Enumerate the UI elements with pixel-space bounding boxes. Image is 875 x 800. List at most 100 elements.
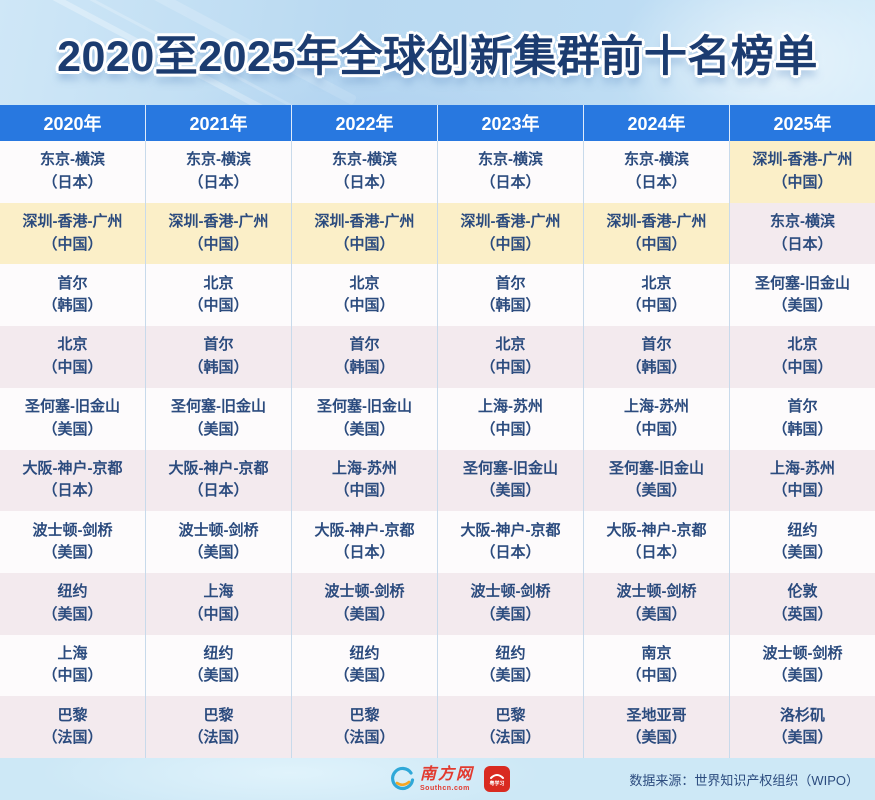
southcn-globe-icon bbox=[391, 766, 415, 791]
table-header-cell: 2022年 bbox=[292, 105, 438, 141]
cluster-name: 东京-横滨 bbox=[332, 151, 397, 169]
cluster-name: 波士顿-剑桥 bbox=[762, 644, 843, 662]
table-cell: 大阪-神户-京都 （日本） bbox=[292, 511, 437, 573]
cluster-country: （美国） bbox=[772, 544, 833, 562]
yuexuexi-label: 粤学习 bbox=[489, 781, 505, 787]
cluster-name: 东京-横滨 bbox=[770, 213, 835, 231]
cluster-name: 首尔 bbox=[57, 274, 88, 292]
cluster-country: （法国） bbox=[334, 729, 395, 747]
cluster-country: （美国） bbox=[42, 605, 103, 623]
table-cell: 上海 （中国） bbox=[146, 572, 291, 635]
cluster-name: 首尔 bbox=[641, 336, 672, 354]
cluster-name: 北京 bbox=[57, 336, 88, 354]
table-cell: 深圳-香港-广州 （中国） bbox=[0, 202, 145, 265]
table-cell: 上海-苏州 （中国） bbox=[292, 449, 437, 512]
table-header-cell: 2023年 bbox=[438, 105, 584, 141]
cluster-country: （中国） bbox=[42, 667, 103, 685]
cluster-name: 巴黎 bbox=[495, 706, 526, 724]
cluster-name: 伦敦 bbox=[787, 583, 818, 601]
cluster-country: （中国） bbox=[480, 235, 541, 253]
cluster-name: 波士顿-剑桥 bbox=[32, 521, 113, 539]
table-cell: 纽约 （美国） bbox=[292, 634, 437, 697]
table-cell: 东京-横滨 （日本） bbox=[438, 141, 583, 203]
cluster-country: （中国） bbox=[480, 420, 541, 438]
table-cell: 深圳-香港-广州 （中国） bbox=[146, 202, 291, 265]
table-cell: 圣何塞-旧金山 （美国） bbox=[438, 449, 583, 512]
cluster-name: 圣何塞-旧金山 bbox=[317, 398, 412, 416]
cluster-country: （美国） bbox=[480, 482, 541, 500]
table-column: 东京-横滨 （日本） 深圳-香港-广州 （中国） 首尔 （韩国） 北京 （中国） 圣何塞-旧金山… bbox=[0, 141, 146, 759]
southcn-logo: 南方网 Southcn.com bbox=[390, 766, 474, 792]
cluster-name: 圣何塞-旧金山 bbox=[609, 459, 704, 477]
table-cell: 圣地亚哥 （美国） bbox=[584, 696, 729, 759]
cluster-country: （日本） bbox=[626, 544, 687, 562]
cluster-country: （日本） bbox=[480, 173, 541, 191]
cluster-name: 大阪-神户-京都 bbox=[314, 521, 415, 539]
table-cell: 圣何塞-旧金山 （美国） bbox=[146, 387, 291, 450]
cluster-name: 东京-横滨 bbox=[624, 151, 689, 169]
publisher-logos: 南方网 Southcn.com 粤学习 bbox=[390, 758, 511, 800]
title-banner: 2020至2025年全球创新集群前十名榜单 bbox=[0, 0, 875, 105]
cluster-name: 上海 bbox=[203, 583, 234, 601]
cluster-name: 圣何塞-旧金山 bbox=[171, 398, 266, 416]
table-cell: 东京-横滨 （日本） bbox=[0, 141, 145, 203]
cluster-country: （中国） bbox=[626, 297, 687, 315]
table-cell: 大阪-神户-京都 （日本） bbox=[0, 449, 145, 512]
table-header-cell: 2024年 bbox=[584, 105, 730, 141]
cluster-name: 巴黎 bbox=[349, 706, 380, 724]
cluster-name: 北京 bbox=[641, 274, 672, 292]
cluster-name: 上海 bbox=[57, 644, 88, 662]
cluster-country: （中国） bbox=[626, 235, 687, 253]
table-cell: 首尔 （韩国） bbox=[438, 264, 583, 327]
cluster-country: （韩国） bbox=[188, 358, 249, 376]
cluster-name: 东京-横滨 bbox=[186, 151, 251, 169]
table-cell: 首尔 （韩国） bbox=[730, 387, 875, 450]
cluster-name: 北京 bbox=[203, 274, 234, 292]
cluster-name: 纽约 bbox=[787, 521, 818, 539]
table-cell: 巴黎 （法国） bbox=[0, 696, 145, 759]
cluster-name: 圣何塞-旧金山 bbox=[463, 459, 558, 477]
table-cell: 南京 （中国） bbox=[584, 634, 729, 697]
cluster-country: （日本） bbox=[42, 482, 103, 500]
cluster-name: 波士顿-剑桥 bbox=[178, 521, 259, 539]
cluster-name: 大阪-神户-京都 bbox=[22, 459, 123, 477]
cluster-name: 纽约 bbox=[57, 583, 88, 601]
cluster-name: 上海-苏州 bbox=[770, 459, 835, 477]
cluster-country: （日本） bbox=[188, 173, 249, 191]
table-cell: 东京-横滨 （日本） bbox=[730, 202, 875, 265]
cluster-name: 北京 bbox=[349, 274, 380, 292]
cluster-name: 圣地亚哥 bbox=[626, 706, 687, 724]
cluster-country: （中国） bbox=[42, 235, 103, 253]
cluster-name: 南京 bbox=[641, 644, 672, 662]
cluster-name: 波士顿-剑桥 bbox=[616, 583, 697, 601]
table-cell: 东京-横滨 （日本） bbox=[146, 141, 291, 203]
table-cell: 北京 （中国） bbox=[0, 326, 145, 388]
cluster-name: 纽约 bbox=[203, 644, 234, 662]
cluster-name: 波士顿-剑桥 bbox=[470, 583, 551, 601]
table-header-cell: 2025年 bbox=[773, 114, 832, 134]
table-cell: 纽约 （美国） bbox=[730, 511, 875, 573]
table-cell: 东京-横滨 （日本） bbox=[584, 141, 729, 203]
cluster-name: 圣何塞-旧金山 bbox=[25, 398, 120, 416]
cluster-name: 洛杉矶 bbox=[779, 706, 825, 724]
cluster-name: 深圳-香港-广州 bbox=[606, 213, 707, 231]
table-column: 东京-横滨 （日本） 深圳-香港-广州 （中国） 北京 （中国） 首尔 （韩国） 上海-苏州 （中… bbox=[584, 141, 730, 759]
table-cell: 巴黎 （法国） bbox=[292, 696, 437, 759]
table-cell: 深圳-香港-广州 （中国） bbox=[438, 202, 583, 265]
cluster-country: （中国） bbox=[334, 482, 395, 500]
table-cell: 巴黎 （法国） bbox=[438, 696, 583, 759]
table-cell: 圣何塞-旧金山 （美国） bbox=[0, 387, 145, 450]
decorative-glow bbox=[615, 0, 875, 105]
cluster-country: （日本） bbox=[334, 544, 395, 562]
cluster-country: （法国） bbox=[42, 729, 103, 747]
cluster-country: （日本） bbox=[334, 173, 395, 191]
cluster-name: 深圳-香港-广州 bbox=[752, 151, 853, 169]
table-cell: 北京 （中国） bbox=[292, 264, 437, 327]
table-cell: 北京 （中国） bbox=[730, 326, 875, 388]
cluster-name: 北京 bbox=[787, 336, 818, 354]
cluster-country: （中国） bbox=[42, 358, 103, 376]
cluster-country: （美国） bbox=[626, 605, 687, 623]
table-header-cell: 2020年 bbox=[0, 105, 146, 141]
yuexuexi-app-icon: 粤学习 bbox=[484, 766, 511, 792]
